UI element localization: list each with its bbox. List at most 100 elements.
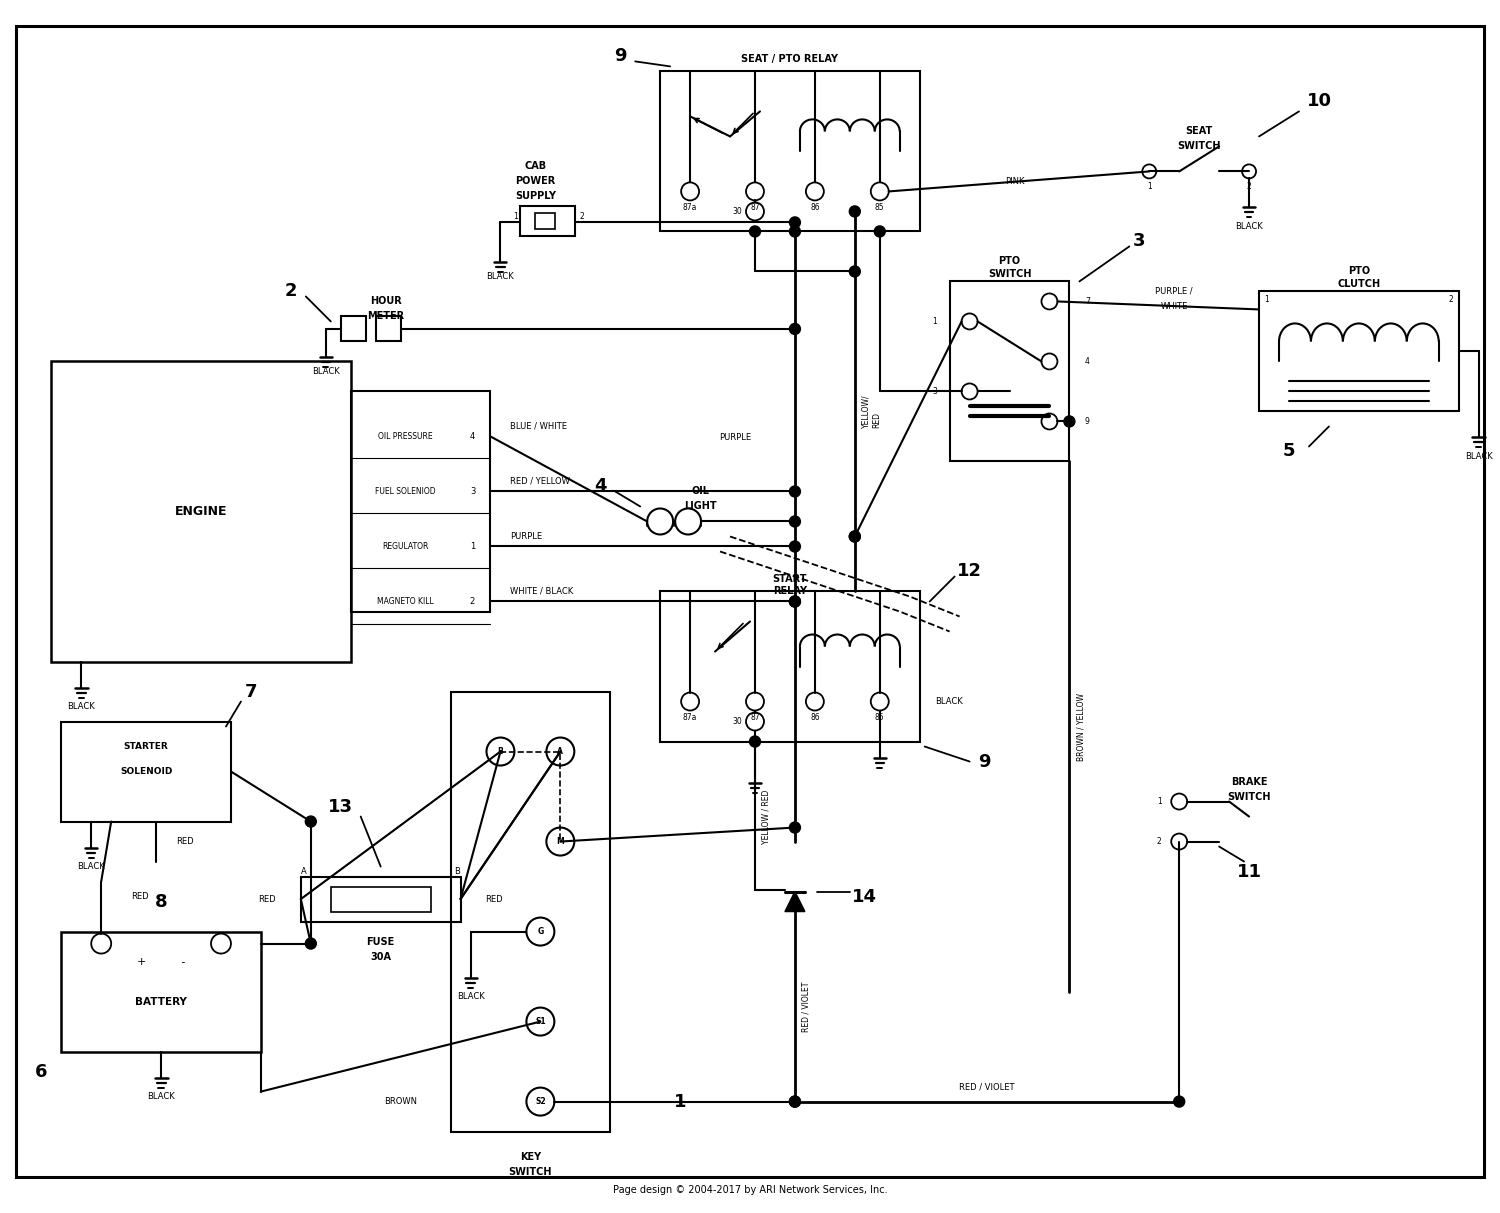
Text: 87a: 87a bbox=[682, 203, 698, 212]
Text: B: B bbox=[454, 867, 460, 876]
Bar bbox=[51, 361, 351, 661]
Text: +          -: + - bbox=[136, 957, 186, 967]
Bar bbox=[1258, 291, 1458, 411]
Circle shape bbox=[789, 486, 801, 497]
Text: SWITCH: SWITCH bbox=[1178, 142, 1221, 152]
Circle shape bbox=[789, 1097, 801, 1107]
Text: ENGINE: ENGINE bbox=[176, 505, 228, 518]
Circle shape bbox=[750, 736, 760, 747]
Text: OIL PRESSURE: OIL PRESSURE bbox=[378, 432, 433, 442]
Circle shape bbox=[849, 531, 861, 542]
Circle shape bbox=[1064, 416, 1076, 427]
Bar bbox=[660, 592, 920, 741]
Text: 10: 10 bbox=[1306, 92, 1332, 110]
Circle shape bbox=[849, 206, 861, 217]
Text: SWITCH: SWITCH bbox=[509, 1167, 552, 1177]
Text: BLACK: BLACK bbox=[147, 1092, 176, 1101]
Text: 1: 1 bbox=[1156, 797, 1161, 805]
Text: BROWN / YELLOW: BROWN / YELLOW bbox=[1077, 693, 1086, 761]
Circle shape bbox=[789, 1097, 801, 1107]
Circle shape bbox=[789, 217, 801, 228]
Text: SUPPLY: SUPPLY bbox=[514, 192, 556, 201]
Circle shape bbox=[306, 938, 316, 949]
Text: 1: 1 bbox=[513, 212, 517, 221]
Text: 2: 2 bbox=[1246, 182, 1251, 190]
Circle shape bbox=[1173, 1097, 1185, 1107]
Bar bbox=[351, 392, 490, 611]
Text: YELLOW/
RED: YELLOW/ RED bbox=[862, 394, 880, 428]
Text: 9: 9 bbox=[978, 752, 992, 770]
Text: 86: 86 bbox=[810, 713, 819, 722]
Text: 30: 30 bbox=[732, 207, 742, 216]
Bar bbox=[950, 281, 1070, 461]
Text: A: A bbox=[302, 867, 306, 876]
Text: 2: 2 bbox=[470, 597, 476, 606]
Bar bbox=[660, 72, 920, 232]
Polygon shape bbox=[784, 892, 806, 911]
Text: RED: RED bbox=[176, 837, 194, 845]
Bar bbox=[536, 213, 555, 229]
Circle shape bbox=[849, 266, 861, 277]
Text: 1: 1 bbox=[470, 542, 476, 551]
Text: B: B bbox=[498, 747, 504, 756]
Text: PTO: PTO bbox=[1348, 267, 1370, 277]
Text: 11: 11 bbox=[1236, 862, 1262, 881]
Text: RED: RED bbox=[258, 894, 276, 904]
Text: A: A bbox=[558, 747, 564, 756]
Text: 3: 3 bbox=[470, 486, 476, 496]
Text: 86: 86 bbox=[810, 203, 819, 212]
Text: WHITE: WHITE bbox=[1161, 302, 1188, 311]
Text: M: M bbox=[556, 837, 564, 845]
Text: RED / VIOLET: RED / VIOLET bbox=[960, 1082, 1016, 1090]
Text: S2: S2 bbox=[536, 1097, 546, 1106]
Text: YELLOW / RED: YELLOW / RED bbox=[762, 790, 771, 844]
Text: RED / VIOLET: RED / VIOLET bbox=[802, 981, 812, 1032]
Bar bbox=[375, 317, 400, 341]
Text: FUSE: FUSE bbox=[366, 936, 394, 946]
Text: 30A: 30A bbox=[370, 951, 392, 962]
Text: 2: 2 bbox=[580, 212, 585, 221]
Text: PTO: PTO bbox=[999, 256, 1020, 267]
Text: SEAT / PTO RELAY: SEAT / PTO RELAY bbox=[741, 55, 839, 64]
Text: START: START bbox=[772, 575, 807, 585]
Text: S1: S1 bbox=[536, 1016, 546, 1026]
Bar bbox=[340, 317, 366, 341]
Text: 14: 14 bbox=[852, 888, 877, 906]
Text: 4: 4 bbox=[470, 432, 476, 442]
Text: PURPLE: PURPLE bbox=[718, 433, 752, 443]
Text: 4: 4 bbox=[1084, 357, 1090, 366]
Text: 5: 5 bbox=[1282, 443, 1294, 461]
Text: BATTERY: BATTERY bbox=[135, 997, 188, 1007]
Text: 30: 30 bbox=[732, 717, 742, 727]
Text: HOUR: HOUR bbox=[370, 296, 402, 307]
Text: BLACK: BLACK bbox=[78, 862, 105, 871]
Circle shape bbox=[874, 226, 885, 237]
Bar bbox=[62, 932, 261, 1052]
Text: 2: 2 bbox=[285, 283, 297, 301]
Text: SWITCH: SWITCH bbox=[988, 269, 1032, 279]
Text: MAGNETO KILL: MAGNETO KILL bbox=[378, 597, 433, 606]
Circle shape bbox=[789, 516, 801, 526]
Circle shape bbox=[789, 324, 801, 335]
Text: POWER: POWER bbox=[516, 176, 555, 187]
Text: SEAT: SEAT bbox=[1185, 126, 1214, 136]
Text: BROWN: BROWN bbox=[384, 1097, 417, 1106]
Text: 1: 1 bbox=[1148, 182, 1152, 190]
Text: 85: 85 bbox=[874, 713, 885, 722]
Text: SOLENOID: SOLENOID bbox=[120, 767, 172, 776]
Circle shape bbox=[789, 822, 801, 833]
Text: 8: 8 bbox=[154, 893, 168, 911]
Bar bbox=[302, 877, 460, 922]
Text: RED: RED bbox=[486, 894, 502, 904]
Text: 9: 9 bbox=[1084, 417, 1090, 426]
Text: CAB: CAB bbox=[525, 161, 546, 171]
Text: 1: 1 bbox=[674, 1093, 687, 1111]
Text: Page design © 2004-2017 by ARI Network Services, Inc.: Page design © 2004-2017 by ARI Network S… bbox=[612, 1185, 888, 1195]
Text: LIGHT: LIGHT bbox=[684, 501, 717, 512]
Text: BRAKE: BRAKE bbox=[1232, 776, 1268, 786]
Text: OIL: OIL bbox=[692, 486, 709, 496]
Circle shape bbox=[789, 226, 801, 237]
Bar bbox=[332, 887, 430, 911]
Text: BLACK: BLACK bbox=[934, 697, 963, 706]
Circle shape bbox=[750, 226, 760, 237]
